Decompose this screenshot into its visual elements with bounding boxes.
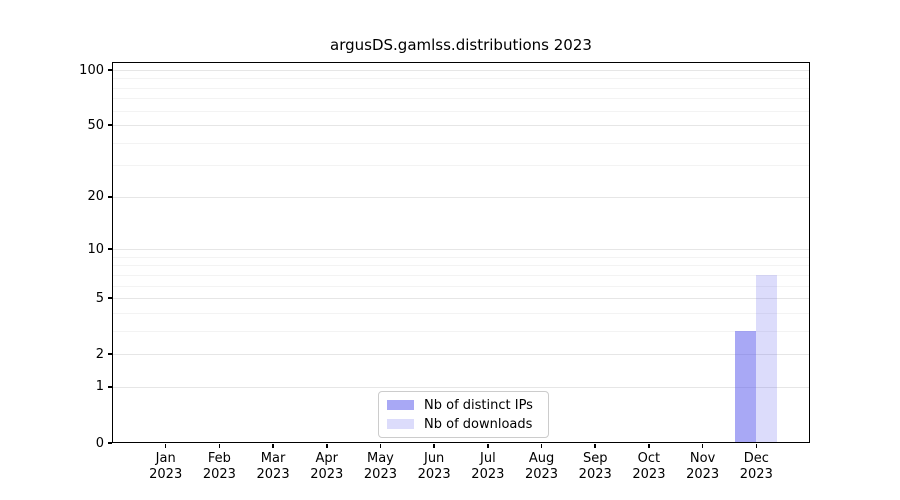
x-tick-label: Nov 2023 [686, 451, 720, 482]
plot-spines [112, 62, 810, 443]
y-tick-label: 2 [95, 346, 104, 362]
y-tick-label: 5 [95, 290, 104, 306]
major-gridline [112, 354, 810, 356]
x-tick-label: Mar 2023 [256, 451, 290, 482]
y-axis-tick [108, 386, 112, 388]
y-axis-tick [108, 353, 112, 355]
major-gridline [112, 249, 810, 251]
x-tick-label: Feb 2023 [202, 451, 236, 482]
x-axis-tick [648, 444, 650, 448]
y-axis-tick [108, 248, 112, 250]
major-gridline [112, 298, 810, 300]
x-axis-tick [433, 444, 435, 448]
bar-nb-of-distinct-ips-dec [735, 330, 757, 443]
legend-item-downloads: Nb of downloads [385, 417, 542, 432]
x-axis-tick [164, 444, 167, 448]
legend: Nb of distinct IPs Nb of downloads [378, 391, 549, 438]
x-tick-label: Jan 2023 [149, 451, 183, 482]
y-tick-label: 100 [79, 62, 104, 78]
major-gridline [112, 125, 810, 127]
x-axis-tick [540, 444, 543, 448]
x-tick-label: Dec 2023 [739, 451, 773, 482]
minor-gridline [112, 78, 810, 80]
x-tick-label: Apr 2023 [310, 451, 344, 482]
minor-gridline [112, 285, 810, 287]
y-axis-tick [108, 69, 112, 71]
x-axis-tick [218, 444, 221, 448]
x-axis-tick [755, 444, 758, 448]
legend-swatch-downloads-icon [387, 419, 414, 429]
y-tick-label: 1 [95, 379, 104, 395]
x-tick-label: May 2023 [363, 451, 397, 482]
minor-gridline [112, 165, 810, 167]
x-tick-label: Jul 2023 [471, 451, 505, 482]
major-gridline [112, 386, 810, 388]
minor-gridline [112, 274, 810, 276]
y-tick-label: 50 [87, 117, 104, 133]
x-tick-label: Jun 2023 [417, 451, 451, 482]
x-tick-label: Sep 2023 [578, 451, 612, 482]
legend-label-downloads: Nb of downloads [424, 416, 533, 432]
y-axis-tick [108, 124, 112, 126]
bar-nb-of-downloads-dec [756, 274, 778, 443]
x-axis-tick [379, 444, 382, 448]
minor-gridline [112, 87, 810, 89]
y-tick-label: 20 [87, 189, 104, 205]
minor-gridline [112, 98, 810, 100]
y-tick-label: 10 [87, 241, 104, 257]
x-tick-label: Oct 2023 [632, 451, 666, 482]
x-axis-tick [701, 444, 704, 448]
minor-gridline [112, 110, 810, 112]
major-gridline [112, 196, 810, 198]
legend-item-distinct-ips: Nb of distinct IPs [385, 398, 542, 413]
y-axis-tick [108, 196, 112, 198]
y-axis-tick [108, 442, 112, 444]
minor-gridline [112, 256, 810, 258]
x-axis-tick [594, 444, 596, 448]
minor-gridline [112, 330, 810, 332]
x-axis-tick [487, 444, 489, 448]
chart-title: argusDS.gamlss.distributions 2023 [330, 36, 592, 54]
y-tick-label: 0 [95, 435, 104, 451]
legend-label-distinct-ips: Nb of distinct IPs [424, 397, 533, 413]
minor-gridline [112, 142, 810, 144]
major-gridline [112, 70, 810, 71]
x-axis-tick [326, 444, 328, 448]
minor-gridline [112, 265, 810, 267]
minor-gridline [112, 312, 810, 314]
legend-swatch-distinct-ips-icon [387, 400, 414, 410]
y-axis-tick [108, 297, 112, 299]
x-axis-tick [272, 444, 274, 448]
x-tick-label: Aug 2023 [524, 451, 559, 482]
